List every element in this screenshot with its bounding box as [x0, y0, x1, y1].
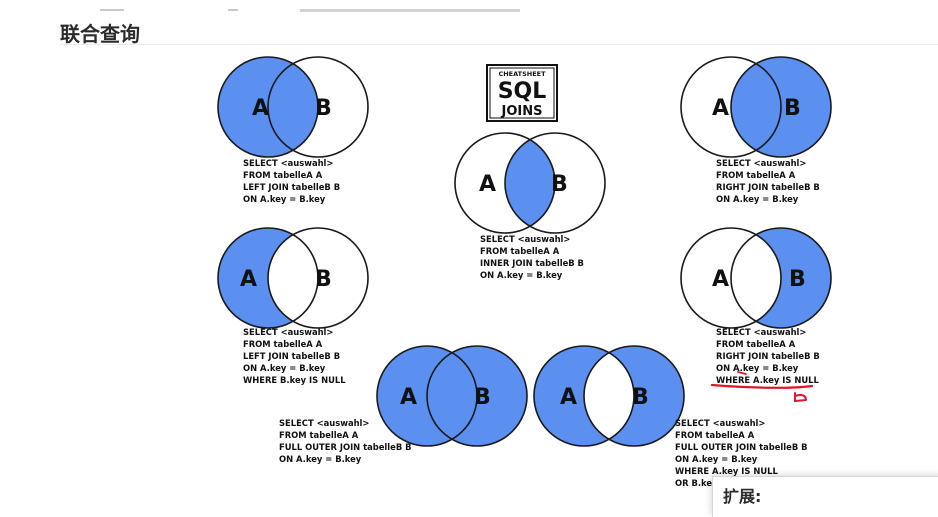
query-line: SELECT <auswahl>: [716, 327, 806, 337]
badge-main-text: SQL: [498, 79, 547, 104]
query-left-excluding-join: SELECT <auswahl> FROM tabelleA A LEFT JO…: [243, 327, 346, 385]
query-right-join: SELECT <auswahl> FROM tabelleA A RIGHT J…: [716, 158, 820, 204]
top-edge-strip: [0, 0, 938, 12]
circle-label-b: B: [315, 267, 332, 292]
query-line: INNER JOIN tabelleB B: [480, 258, 584, 268]
query-inner-join: SELECT <auswahl> FROM tabelleA A INNER J…: [480, 234, 584, 280]
venn-left-join: A B: [217, 56, 369, 158]
query-line: ON A.key = B.key: [480, 270, 563, 280]
query-line: LEFT JOIN tabelleB B: [243, 351, 340, 361]
query-line: SELECT <auswahl>: [279, 418, 369, 428]
sql-joins-cheatsheet: CHEATSHEET SQL JOINS A B SELECT <auswahl…: [217, 56, 832, 488]
venn-left-excluding-join: A B: [217, 227, 369, 329]
red-pen-annotation: [710, 371, 814, 403]
query-line: RIGHT JOIN tabelleB B: [716, 182, 820, 192]
circle-label-a: A: [560, 385, 577, 410]
query-line: SELECT <auswahl>: [243, 158, 333, 168]
query-right-excluding-join: SELECT <auswahl> FROM tabelleA A RIGHT J…: [716, 327, 820, 385]
badge-bottom-text: JOINS: [501, 104, 543, 119]
section-heading: 联合查询: [60, 22, 140, 46]
query-line: FROM tabelleA A: [480, 246, 560, 256]
circle-label-b: B: [551, 172, 568, 197]
circle-label-b: B: [784, 96, 801, 121]
query-line: WHERE B.key IS NULL: [243, 375, 346, 385]
query-line: ON A.key = B.key: [243, 194, 326, 204]
query-line: FROM tabelleA A: [716, 170, 796, 180]
venn-right-join: A B: [680, 56, 832, 158]
query-line: FULL OUTER JOIN tabelleB B: [675, 442, 808, 452]
query-line: SELECT <auswahl>: [675, 418, 765, 428]
query-line: ON A.key = B.key: [279, 454, 362, 464]
query-left-join: SELECT <auswahl> FROM tabelleA A LEFT JO…: [243, 158, 340, 204]
circle-label-a: A: [712, 96, 729, 121]
circle-label-b: B: [315, 96, 332, 121]
query-line: WHERE A.key IS NULL: [716, 375, 819, 385]
query-line: ON A.key = B.key: [716, 194, 799, 204]
query-line: SELECT <auswahl>: [716, 158, 806, 168]
venn-full-outer-join: A B: [376, 345, 528, 447]
circle-label-b: B: [632, 385, 649, 410]
venn-right-excluding-join: A B: [680, 227, 832, 329]
query-line: LEFT JOIN tabelleB B: [243, 182, 340, 192]
query-line: ON A.key = B.key: [716, 363, 799, 373]
query-line: WHERE A.key IS NULL: [675, 466, 778, 476]
circle-label-b: B: [474, 385, 491, 410]
query-line: SELECT <auswahl>: [480, 234, 570, 244]
extension-panel: 扩展:: [712, 476, 938, 517]
cheatsheet-badge: CHEATSHEET SQL JOINS: [486, 64, 558, 122]
query-line: FROM tabelleA A: [279, 430, 359, 440]
query-line: FULL OUTER JOIN tabelleB B: [279, 442, 412, 452]
query-full-outer-join: SELECT <auswahl> FROM tabelleA A FULL OU…: [279, 418, 412, 464]
venn-full-outer-excluding-join: A B: [533, 345, 685, 447]
circle-label-a: A: [252, 96, 269, 121]
query-line: FROM tabelleA A: [716, 339, 796, 349]
query-line: ON A.key = B.key: [675, 454, 758, 464]
badge-top-text: CHEATSHEET: [498, 70, 546, 78]
circle-label-a: A: [400, 385, 417, 410]
circle-label-a: A: [712, 267, 729, 292]
circle-label-a: A: [479, 172, 496, 197]
query-line: SELECT <auswahl>: [243, 327, 333, 337]
heading-divider: [60, 44, 938, 45]
query-line: FROM tabelleA A: [243, 170, 323, 180]
circle-label-a: A: [240, 267, 257, 292]
circle-label-b: B: [789, 267, 806, 292]
query-line: FROM tabelleA A: [243, 339, 323, 349]
query-line: RIGHT JOIN tabelleB B: [716, 351, 820, 361]
venn-inner-join: A B: [454, 132, 606, 234]
query-line: FROM tabelleA A: [675, 430, 755, 440]
query-line: ON A.key = B.key: [243, 363, 326, 373]
extension-heading: 扩展:: [723, 487, 762, 506]
